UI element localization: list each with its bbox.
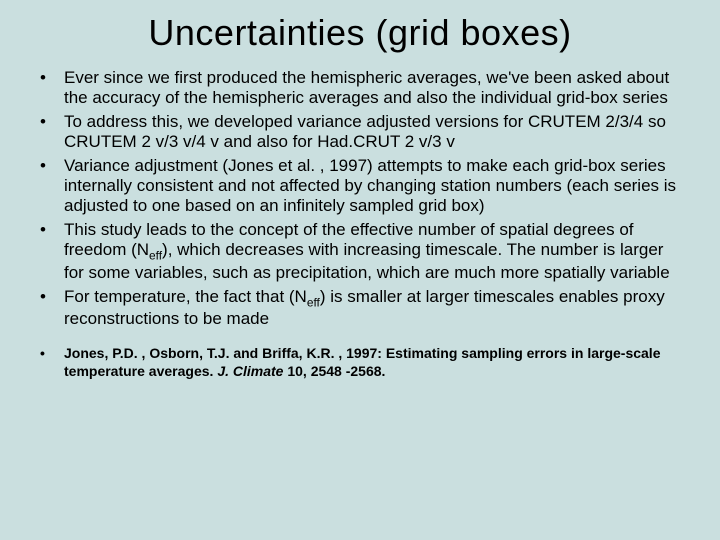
bullet-list: Ever since we first produced the hemisph… (34, 68, 686, 329)
bullet-item: For temperature, the fact that (Neff) is… (34, 287, 686, 329)
reference-item: Jones, P.D. , Osborn, T.J. and Briffa, K… (34, 345, 686, 380)
reference-list: Jones, P.D. , Osborn, T.J. and Briffa, K… (34, 345, 686, 380)
bullet-item: Ever since we first produced the hemisph… (34, 68, 686, 108)
slide: Uncertainties (grid boxes) Ever since we… (0, 0, 720, 540)
slide-title: Uncertainties (grid boxes) (34, 12, 686, 54)
bullet-item: Variance adjustment (Jones et al. , 1997… (34, 156, 686, 216)
bullet-item: To address this, we developed variance a… (34, 112, 686, 152)
bullet-item: This study leads to the concept of the e… (34, 220, 686, 283)
